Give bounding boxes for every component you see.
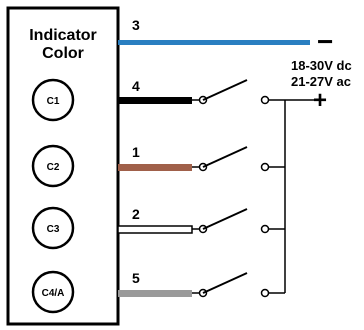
wire-2-bar <box>117 225 193 234</box>
indicator-c4a: C4/A <box>31 270 75 314</box>
indicator-c2-label: C2 <box>47 162 60 173</box>
voltage-ac-label: 21-27V ac <box>291 74 351 89</box>
indicator-c2: C2 <box>31 144 75 188</box>
wire-4-bar <box>118 97 192 104</box>
indicator-c1-label: C1 <box>47 96 60 107</box>
wire-2-number: 2 <box>132 206 140 222</box>
indicator-c1: C1 <box>31 78 75 122</box>
wire-1: 1 <box>118 144 285 172</box>
wire-5-bar <box>118 290 192 297</box>
wire-3: 3 <box>118 17 310 45</box>
panel-title-line2: Color <box>42 45 84 62</box>
wire-3-bar <box>118 40 310 45</box>
indicator-c3: C3 <box>31 206 75 250</box>
indicator-c3-label: C3 <box>47 224 60 235</box>
panel-title-line1: Indicator <box>29 27 97 44</box>
wire-1-number: 1 <box>132 144 140 160</box>
wire-4: 4 <box>118 78 285 105</box>
plus-symbol: + <box>313 87 327 114</box>
wire-3-number: 3 <box>132 17 140 33</box>
wire-4-number: 4 <box>132 78 140 94</box>
minus-symbol: − <box>317 26 333 57</box>
indicator-c4a-label: C4/A <box>42 288 65 299</box>
voltage-dc-label: 18-30V dc <box>291 58 352 73</box>
wire-5: 5 <box>118 270 285 298</box>
wire-1-bar <box>118 164 192 171</box>
wire-5-number: 5 <box>132 270 140 286</box>
wire-2: 2 <box>117 206 285 234</box>
